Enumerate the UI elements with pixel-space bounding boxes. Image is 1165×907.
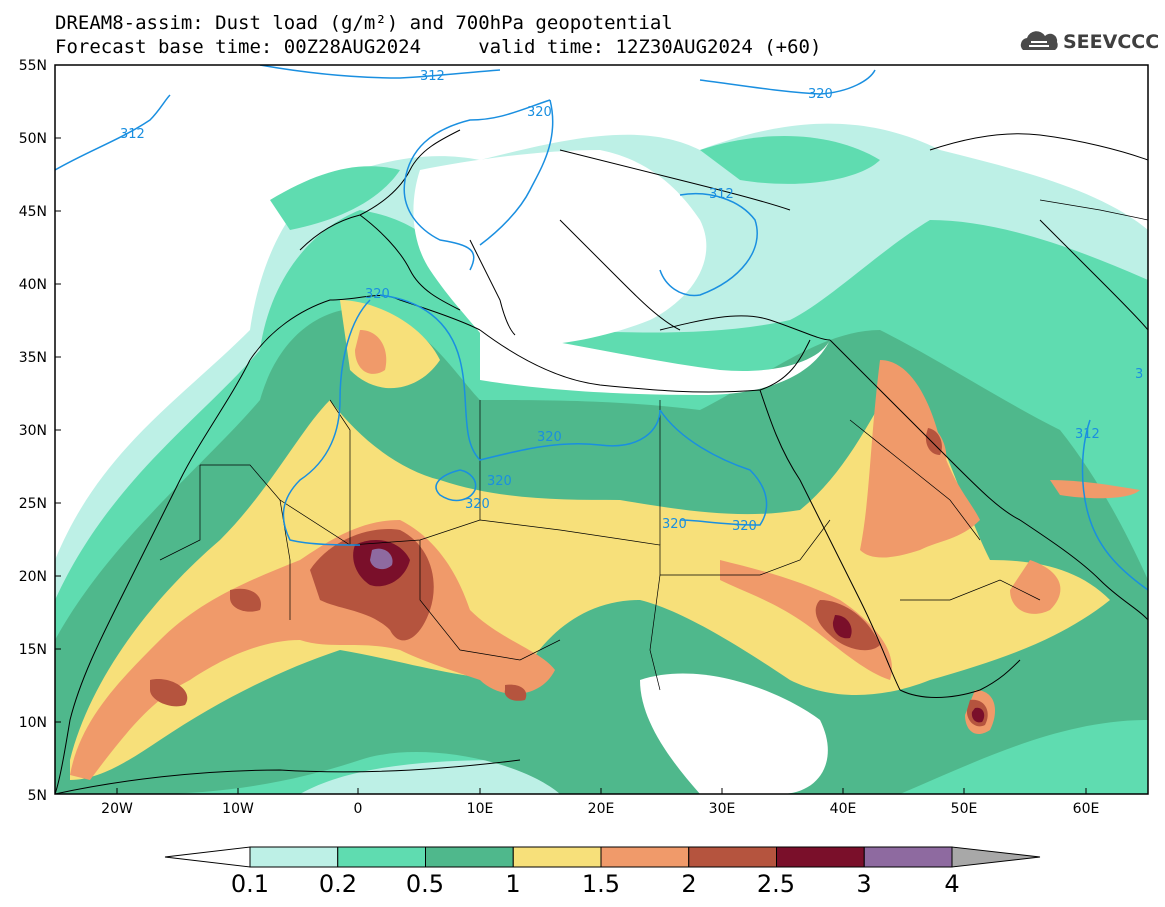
lat-label: 35N <box>19 350 47 366</box>
dust-region-2-senegal <box>150 679 188 707</box>
lon-label: 0 <box>354 801 363 817</box>
contour-label: 320 <box>537 430 562 445</box>
dust-region-1 <box>70 370 1110 780</box>
lat-label: 45N <box>19 204 47 220</box>
dust-region-1-5 <box>70 520 555 780</box>
lat-label: 20N <box>19 569 47 585</box>
dust-region-0-2-north <box>270 166 400 230</box>
contour-312-west <box>55 94 171 171</box>
lon-label: 10E <box>467 801 494 817</box>
lat-label: 40N <box>19 277 47 293</box>
contour-312-north <box>259 65 501 79</box>
clear-region-south <box>640 673 828 794</box>
contour-label: 320 <box>662 517 687 532</box>
dust-region-1-5-oman <box>1010 560 1061 614</box>
contour-320-balkan <box>479 99 554 246</box>
contour-320-sahara <box>282 299 371 546</box>
lon-axis: 20W 10W 0 10E 20E 30E 40E 50E 60E <box>101 788 1099 817</box>
contour-label: 320 <box>465 497 490 512</box>
map-subtitle: Forecast base time: 00Z28AUG2024 valid t… <box>55 36 822 58</box>
clear-region-nw <box>55 65 1148 260</box>
lon-label: 40E <box>830 801 857 817</box>
lon-label: 10W <box>222 801 254 817</box>
lat-axis: 55N 50N 45N 40N 35N 30N 25N 20N 15N 10N … <box>19 58 61 804</box>
contour-label: 320 <box>808 87 833 102</box>
dust-region-2-5-red-sea <box>832 615 852 639</box>
lon-label: 20W <box>101 801 133 817</box>
contour-320-ne <box>699 69 876 95</box>
contour-label: 320 <box>732 519 757 534</box>
coastlines <box>55 129 1148 794</box>
clear-region-europe <box>413 150 707 347</box>
contour-320-europe <box>403 99 551 271</box>
lon-label: 50E <box>951 801 978 817</box>
dust-region-2-west <box>230 588 261 612</box>
lon-label: 30E <box>709 801 736 817</box>
contour-320-central <box>379 294 661 461</box>
dust-region-1-5-gulf <box>1050 480 1140 499</box>
logo-text: SEEVCCC <box>1063 31 1160 53</box>
dust-region-1-5-arabia <box>860 360 980 558</box>
contour-label: 320 <box>527 105 552 120</box>
dust-region-2-chad <box>504 684 527 701</box>
lat-label: 15N <box>19 642 47 658</box>
contour-label: 3 <box>1135 367 1143 382</box>
lat-label: 30N <box>19 423 47 439</box>
lon-label: 20E <box>588 801 615 817</box>
contour-312-balkan <box>659 193 758 297</box>
cloud-icon <box>1020 31 1058 50</box>
lat-label: 25N <box>19 496 47 512</box>
dust-region-3 <box>370 548 393 570</box>
contour-label: 320 <box>365 287 390 302</box>
lat-label: 10N <box>19 715 47 731</box>
lon-label: 60E <box>1073 801 1100 817</box>
contour-label: 312 <box>120 127 145 142</box>
dust-region-1-5-red-sea <box>720 560 892 680</box>
contour-312-east <box>1081 419 1148 591</box>
contour-320-loop <box>435 469 477 502</box>
lat-label: 5N <box>28 788 47 804</box>
map-title: DREAM8-assim: Dust load (g/m²) and 700hP… <box>55 12 673 34</box>
dust-region-0-2-ne <box>700 136 880 184</box>
contour-labels: 312 312 320 320 312 320 320 320 320 320 … <box>120 69 1143 534</box>
contour-320-east <box>659 409 768 526</box>
borders <box>159 199 1148 691</box>
contour-label: 312 <box>1075 427 1100 442</box>
contour-label: 320 <box>487 474 512 489</box>
lat-label: 50N <box>19 131 47 147</box>
contour-label: 312 <box>709 187 734 202</box>
dust-region-1-5-north <box>355 330 387 374</box>
dust-region-2-5-somalia <box>971 707 985 723</box>
geopotential-contours <box>55 65 1148 591</box>
contour-label: 312 <box>420 69 445 84</box>
lat-label: 55N <box>19 58 47 74</box>
clear-region-med <box>480 330 830 395</box>
dust-field <box>55 65 1148 794</box>
